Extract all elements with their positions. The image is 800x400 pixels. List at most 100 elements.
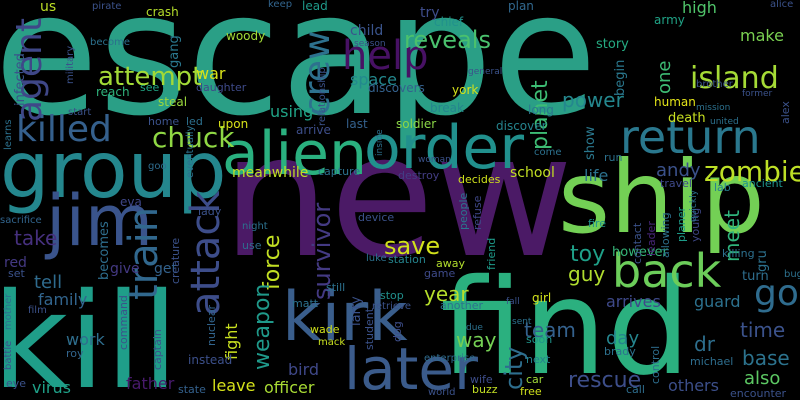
- word-guard: guard: [694, 292, 741, 311]
- word-buzz: buzz: [472, 383, 498, 396]
- word-mother: mother: [3, 293, 14, 330]
- word-set: set: [8, 267, 25, 280]
- word-infected: infected: [13, 53, 28, 106]
- word-war: war: [196, 64, 226, 83]
- word-zombie: zombie: [704, 155, 800, 188]
- word-wife: wife: [470, 373, 493, 386]
- word-long: long: [528, 103, 554, 117]
- word-start: start: [68, 107, 92, 118]
- word-learns: learns: [3, 119, 14, 150]
- word-power: power: [562, 88, 624, 112]
- word-film: film: [28, 305, 47, 316]
- word-father: father: [126, 374, 175, 393]
- word-fall: fall: [506, 297, 520, 307]
- word-retrieve: retrieve: [372, 301, 412, 312]
- word-space: space: [350, 70, 397, 89]
- word-save: save: [384, 232, 441, 260]
- word-begin: begin: [613, 59, 628, 96]
- word-soldier: soldier: [396, 117, 437, 131]
- word-game: game: [424, 267, 456, 280]
- word-using: using: [270, 102, 314, 121]
- word-instead: instead: [188, 353, 233, 367]
- word-ship: ship: [558, 139, 765, 256]
- word-however: however: [612, 245, 668, 260]
- word-due: due: [466, 323, 483, 333]
- word-free: free: [520, 385, 542, 398]
- word-kirk: kirk: [282, 278, 408, 357]
- word-andy: andy: [656, 160, 701, 181]
- word-dog: dog: [391, 321, 404, 342]
- word-army: army: [654, 13, 685, 27]
- word-military: military: [65, 45, 76, 84]
- word-student: student: [363, 307, 376, 350]
- word-people: people: [457, 192, 470, 230]
- word-discover: discover: [496, 119, 547, 133]
- word-matt: matt: [292, 297, 319, 310]
- word-encounter: encounter: [730, 387, 787, 400]
- word-friend: friend: [485, 237, 498, 270]
- word-sent: sent: [512, 317, 532, 327]
- word-also: also: [744, 368, 781, 389]
- word-call: call: [626, 383, 645, 396]
- word-home: home: [148, 115, 180, 128]
- word-weapon: weapon: [250, 283, 275, 370]
- word-virus: virus: [32, 378, 71, 397]
- word-become: become: [90, 37, 131, 48]
- word-show: show: [583, 126, 598, 160]
- word-toy: toy: [570, 242, 606, 267]
- word-york: york: [452, 83, 479, 97]
- word-bird: bird: [288, 360, 320, 379]
- word-time: time: [740, 318, 786, 342]
- word-train: train: [121, 206, 167, 300]
- word-red: red: [4, 255, 27, 271]
- word-device: device: [358, 211, 395, 224]
- word-wade: wade: [310, 323, 340, 336]
- word-chuck: chuck: [152, 121, 235, 154]
- word-rescue: rescue: [568, 368, 642, 393]
- word-killed: killed: [16, 109, 112, 150]
- word-girl: girl: [532, 291, 552, 305]
- word-go: go: [754, 273, 799, 314]
- word-brother: brother: [696, 79, 733, 90]
- word-family: family: [38, 290, 88, 309]
- word-reveals: reveals: [404, 26, 491, 54]
- word-year: year: [424, 282, 469, 306]
- word-later: later: [344, 335, 478, 400]
- word-another: another: [440, 299, 484, 312]
- word-school: school: [510, 165, 555, 181]
- word-guy: guy: [568, 262, 606, 286]
- word-state: state: [178, 383, 206, 396]
- word-team: team: [524, 318, 576, 342]
- word-dr: dr: [694, 332, 715, 356]
- word-eva: eva: [120, 195, 142, 209]
- word-death: death: [668, 111, 706, 126]
- word-inside: inside: [375, 129, 385, 156]
- word-world: world: [428, 387, 456, 398]
- word-leave: leave: [212, 376, 256, 395]
- word-turn: turn: [742, 269, 769, 284]
- word-attempt: attempt: [98, 62, 203, 92]
- word-control: control: [649, 345, 662, 384]
- word-soon: soon: [526, 333, 553, 346]
- word-break: break: [430, 101, 464, 115]
- word-ancient: ancient: [742, 177, 783, 190]
- word-station: station: [388, 253, 426, 266]
- word-battle: battle: [3, 340, 14, 370]
- word-sacrifice: sacrifice: [0, 215, 42, 226]
- word-becomes: becomes: [97, 221, 112, 280]
- word-lead: lead: [302, 0, 328, 13]
- word-use: use: [242, 239, 262, 252]
- word-alien: alien: [222, 119, 368, 189]
- word-island: island: [690, 61, 779, 96]
- word-bug: bug: [784, 269, 800, 280]
- word-stop: stop: [380, 289, 404, 302]
- word-keep: keep: [268, 0, 293, 10]
- word-led: led: [186, 115, 203, 128]
- word-get: get: [154, 261, 177, 277]
- word-mission: mission: [696, 103, 731, 113]
- word-away: away: [436, 257, 465, 270]
- word-see: see: [140, 81, 160, 94]
- word-chief: chief: [434, 15, 464, 29]
- word-base: base: [742, 346, 790, 370]
- word-arrive: arrive: [296, 123, 331, 137]
